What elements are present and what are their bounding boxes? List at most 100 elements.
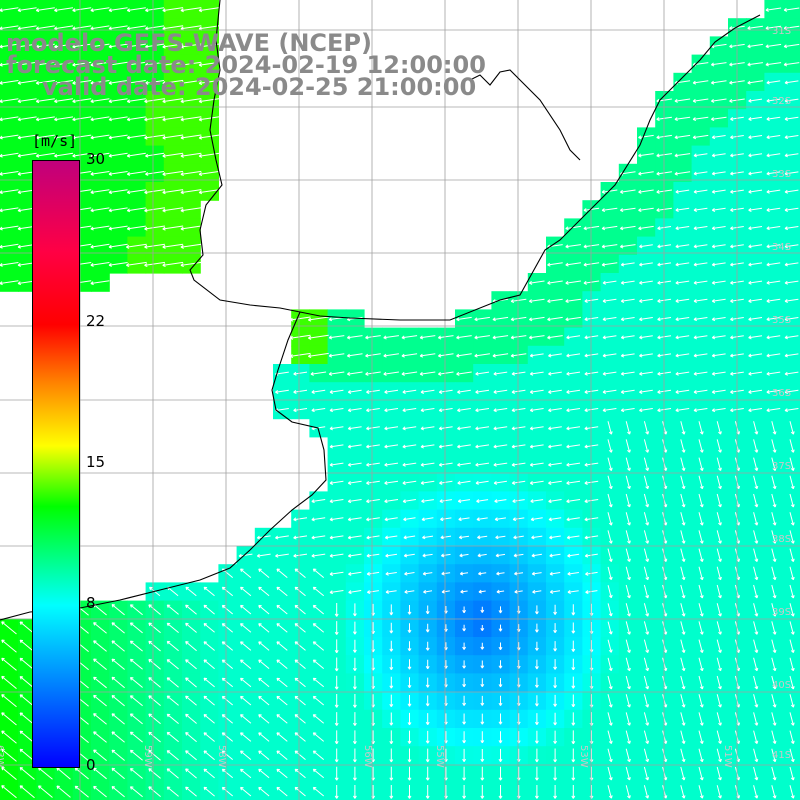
wind-arrow xyxy=(480,625,485,632)
wind-arrow xyxy=(553,766,558,781)
wind-arrow xyxy=(498,624,503,632)
wind-arrow xyxy=(126,207,146,213)
wind-arrow xyxy=(771,439,777,453)
wind-arrow xyxy=(148,604,161,615)
wind-arrow xyxy=(607,785,613,799)
wind-arrow xyxy=(108,61,128,67)
wind-arrow xyxy=(643,621,650,635)
wind-arrow xyxy=(534,695,539,707)
wind-arrow xyxy=(366,517,380,522)
wind-arrow xyxy=(625,457,631,471)
wind-arrow xyxy=(93,622,107,634)
wind-arrow xyxy=(403,535,416,540)
wind-arrow xyxy=(584,335,599,340)
wind-arrow xyxy=(108,189,128,195)
wind-arrow xyxy=(438,408,453,413)
wind-arrow xyxy=(607,530,613,544)
wind-arrow xyxy=(17,116,37,122)
wind-arrow xyxy=(148,713,161,725)
wind-arrow xyxy=(747,80,763,85)
wind-arrow xyxy=(90,207,110,213)
wind-arrow xyxy=(529,444,544,449)
wind-arrow xyxy=(789,675,795,690)
wind-arrow xyxy=(166,713,179,724)
wind-arrow xyxy=(312,604,325,615)
wind-arrow xyxy=(72,116,92,122)
wind-arrow xyxy=(275,535,289,540)
wind-arrow xyxy=(753,457,759,471)
wind-arrow xyxy=(294,750,306,760)
wind-arrow xyxy=(643,712,650,726)
latitude-labels: 31S 32S 33S 34S 35S 36S 37S 38S 39S 40S 41S xyxy=(772,26,791,761)
wind-arrow xyxy=(72,134,92,140)
wind-arrow xyxy=(548,462,562,467)
wind-arrow xyxy=(440,517,452,522)
wind-arrow xyxy=(329,462,344,467)
wind-arrow xyxy=(459,571,469,576)
wind-arrow xyxy=(347,408,362,413)
wind-arrow xyxy=(766,207,781,212)
wind-arrow xyxy=(771,694,777,708)
wind-arrow xyxy=(366,590,379,594)
wind-arrow xyxy=(294,714,306,724)
wind-arrow xyxy=(639,262,653,267)
wind-arrow xyxy=(625,621,631,635)
wind-arrow xyxy=(366,480,380,485)
wind-arrow xyxy=(710,80,727,85)
wind-arrow xyxy=(293,553,308,558)
wind-arrow xyxy=(148,749,161,761)
lat-label: 32S xyxy=(772,96,791,107)
wind-arrow xyxy=(437,353,454,358)
wind-arrow xyxy=(148,768,161,779)
wind-arrow xyxy=(512,517,525,522)
wind-arrow xyxy=(307,334,329,340)
wind-arrow xyxy=(566,371,581,376)
wind-arrow xyxy=(639,280,653,285)
lon-label: 58W xyxy=(216,745,227,768)
wind-arrow xyxy=(753,785,759,799)
wind-arrow xyxy=(276,750,288,760)
lat-label: 39S xyxy=(772,607,791,618)
wind-arrow xyxy=(716,675,722,690)
wind-arrow xyxy=(438,444,453,449)
wind-arrow xyxy=(294,786,306,797)
lon-label: 56W xyxy=(362,745,373,768)
wind-arrow xyxy=(162,116,184,122)
wind-arrow xyxy=(145,171,165,176)
wind-arrow xyxy=(549,589,561,594)
wind-arrow xyxy=(258,568,270,578)
wind-arrow xyxy=(480,749,485,762)
wind-arrow xyxy=(748,317,763,322)
wind-arrow xyxy=(529,426,544,431)
wind-arrow xyxy=(441,589,450,594)
wind-arrow xyxy=(620,298,635,303)
wind-arrow xyxy=(698,694,704,708)
wind-arrow xyxy=(747,62,763,67)
wind-arrow xyxy=(711,280,726,285)
wind-arrow xyxy=(180,61,202,67)
wind-arrow xyxy=(584,371,599,376)
wind-arrow xyxy=(771,657,777,672)
wind-arrow xyxy=(352,748,357,763)
wind-arrow xyxy=(162,79,184,86)
wind-arrow xyxy=(352,603,357,617)
wind-arrow xyxy=(753,603,759,617)
wind-arrow xyxy=(698,493,704,508)
wind-arrow xyxy=(771,584,777,599)
wind-arrow xyxy=(383,371,399,376)
wind-arrow xyxy=(240,786,252,797)
wind-arrow xyxy=(334,712,339,726)
wind-arrow xyxy=(129,786,143,798)
wind-arrow xyxy=(93,713,107,725)
wind-arrow xyxy=(620,262,635,267)
wind-arrow xyxy=(258,750,270,760)
wind-arrow xyxy=(294,604,306,615)
wind-arrow xyxy=(480,785,485,799)
wind-arrow xyxy=(0,43,19,49)
wind-arrow xyxy=(674,116,691,122)
wind-arrow xyxy=(480,731,485,744)
wind-arrow xyxy=(129,768,143,779)
wind-arrow xyxy=(334,675,339,690)
wind-arrow xyxy=(145,43,165,49)
wind-arrow xyxy=(329,517,344,522)
